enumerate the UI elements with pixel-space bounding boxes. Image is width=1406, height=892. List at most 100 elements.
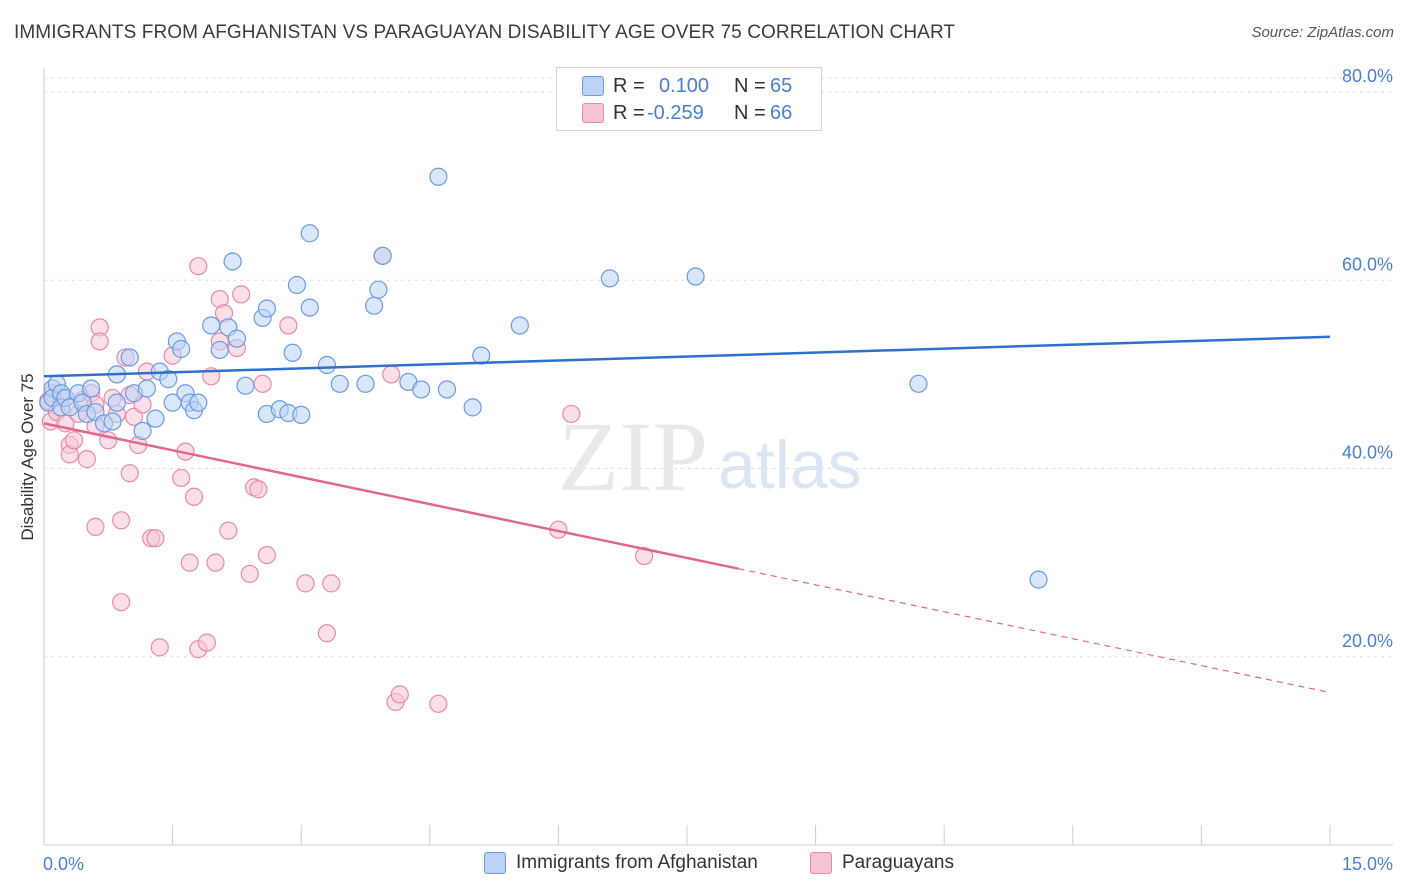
legend-item-paraguayans: Paraguayans xyxy=(810,852,954,874)
afghanistan-point xyxy=(103,412,122,431)
paraguayans-point xyxy=(112,511,131,530)
afghanistan-point xyxy=(189,393,208,412)
y-tick-label-60: 60.0% xyxy=(1342,254,1393,274)
y-tick-label-40: 40.0% xyxy=(1342,443,1393,463)
paraguayans-point xyxy=(257,546,277,565)
afghanistan-point xyxy=(412,380,431,399)
legend-label: Immigrants from Afghanistan xyxy=(516,852,758,873)
afghanistan-point xyxy=(437,380,457,399)
legend-n-value: 65 xyxy=(770,74,793,97)
paraguayans-point xyxy=(197,633,216,652)
afghanistan-point xyxy=(600,269,619,288)
x-tick-label-min: 0.0% xyxy=(43,854,84,874)
afghanistan-point xyxy=(300,298,319,317)
watermark-zip: ZIP xyxy=(558,401,708,512)
paraguayans-point xyxy=(240,564,259,584)
legend-n-value: 66 xyxy=(770,101,793,124)
afghanistan-point xyxy=(236,376,255,395)
y-tick-labels: 20.0% 40.0% 60.0% 80.0% xyxy=(1342,66,1393,651)
y-tick-label-20: 20.0% xyxy=(1342,631,1393,651)
trend-lines xyxy=(43,335,1331,694)
paraguayans-point xyxy=(322,574,341,593)
paraguayans-point xyxy=(219,521,238,540)
afghanistan-point xyxy=(369,280,388,299)
paraguayans-point xyxy=(382,365,401,384)
paraguayans-point xyxy=(562,404,581,424)
paraguayans-point xyxy=(172,468,191,488)
legend-swatch-blue xyxy=(484,852,506,874)
y-tick-label-80: 80.0% xyxy=(1342,66,1393,86)
paraguayans-point xyxy=(90,332,109,351)
afghanistan-point xyxy=(373,246,392,265)
afghanistan-trend-line xyxy=(43,335,1331,378)
legend-item-afghanistan: Immigrants from Afghanistan xyxy=(484,852,758,874)
chart-title: IMMIGRANTS FROM AFGHANISTAN VS PARAGUAYA… xyxy=(14,22,956,43)
paraguayans-point xyxy=(64,431,84,450)
paraguayans-point xyxy=(146,529,165,548)
afghanistan-point xyxy=(356,374,375,393)
afghanistan-point xyxy=(227,329,246,348)
afghanistan-point xyxy=(909,374,928,393)
paraguayans-point xyxy=(206,553,225,572)
afghanistan-point xyxy=(210,340,229,360)
paraguayans-point xyxy=(429,694,448,713)
correlation-legend: R = 0.100 N = 65 R = -0.259 N = 66 xyxy=(556,67,822,131)
paraguayans-point xyxy=(232,285,251,304)
afghanistan-points xyxy=(39,167,1048,589)
x-tick-label-max: 15.0% xyxy=(1342,854,1393,874)
afghanistan-point xyxy=(107,393,126,412)
paraguayans-trend-line xyxy=(43,422,739,570)
afghanistan-point xyxy=(317,355,337,375)
paraguayans-point xyxy=(86,517,105,536)
paraguayans-point xyxy=(77,450,96,469)
legend-n-label: N = xyxy=(734,74,766,97)
legend-r-label: R = xyxy=(613,101,645,124)
paraguayans-point xyxy=(112,593,131,612)
afghanistan-point xyxy=(429,167,448,186)
afghanistan-point xyxy=(364,296,384,315)
paraguayans-point xyxy=(390,685,409,704)
afghanistan-point xyxy=(120,348,139,367)
legend-label: Paraguayans xyxy=(842,852,954,873)
legend-n-label: N = xyxy=(734,101,766,124)
afghanistan-point xyxy=(283,343,302,362)
paraguayans-point xyxy=(317,624,337,643)
afghanistan-point xyxy=(292,405,311,424)
paraguayans-point xyxy=(253,374,272,393)
legend-swatch-pink xyxy=(810,852,832,874)
paraguayans-point xyxy=(180,553,199,572)
afghanistan-point xyxy=(172,339,191,359)
paraguayans-point xyxy=(249,480,268,499)
paraguayans-point xyxy=(120,464,139,483)
afghanistan-point xyxy=(159,370,178,389)
paraguayans-point xyxy=(189,257,208,276)
paraguayans-point xyxy=(296,574,315,593)
legend-r-value: -0.259 xyxy=(647,101,704,124)
watermark-atlas: atlas xyxy=(718,427,862,503)
afghanistan-point xyxy=(510,316,529,335)
legend-swatch-blue xyxy=(582,76,604,96)
afghanistan-point xyxy=(1029,570,1048,589)
legend-swatch-pink xyxy=(582,103,604,123)
afghanistan-point xyxy=(257,299,277,318)
paraguayans-point xyxy=(279,316,298,335)
watermark: ZIP atlas xyxy=(558,401,862,512)
paraguayans-trend-extension xyxy=(738,568,1331,694)
legend-r-value: 0.100 xyxy=(659,74,710,97)
axes xyxy=(43,68,1393,846)
afghanistan-point xyxy=(287,275,307,295)
afghanistan-point xyxy=(463,398,482,417)
source-label: Source: ZipAtlas.com xyxy=(1251,24,1394,41)
x-tick-labels: 0.0% 15.0% xyxy=(43,854,1393,874)
afghanistan-point xyxy=(82,379,101,398)
afghanistan-point xyxy=(202,316,221,335)
afghanistan-point xyxy=(137,379,156,398)
afghanistan-point xyxy=(223,252,242,271)
paraguayans-point xyxy=(635,546,654,566)
afghanistan-point xyxy=(686,267,705,286)
afghanistan-point xyxy=(146,409,165,428)
paraguayans-point xyxy=(184,487,204,506)
afghanistan-point xyxy=(300,224,319,243)
afghanistan-point xyxy=(133,421,152,440)
